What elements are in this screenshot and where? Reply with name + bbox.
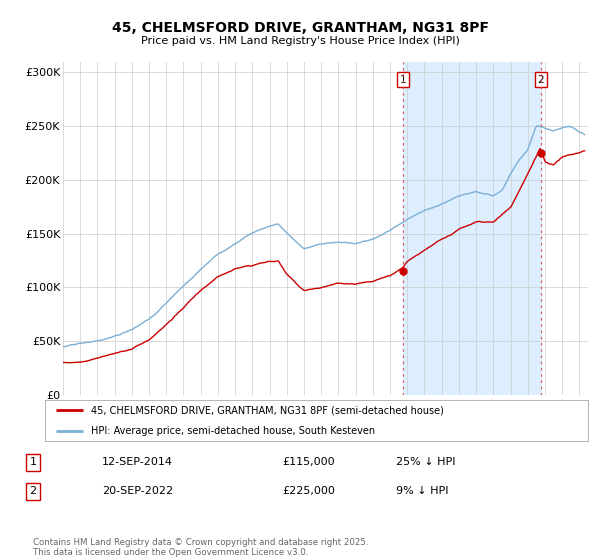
Text: 1: 1: [29, 458, 37, 468]
Text: 2: 2: [538, 75, 544, 85]
Text: Contains HM Land Registry data © Crown copyright and database right 2025.
This d: Contains HM Land Registry data © Crown c…: [33, 538, 368, 557]
Text: £225,000: £225,000: [282, 487, 335, 496]
Text: £115,000: £115,000: [282, 458, 335, 468]
Text: 45, CHELMSFORD DRIVE, GRANTHAM, NG31 8PF: 45, CHELMSFORD DRIVE, GRANTHAM, NG31 8PF: [112, 21, 488, 35]
Text: 25% ↓ HPI: 25% ↓ HPI: [396, 458, 455, 468]
Text: 20-SEP-2022: 20-SEP-2022: [102, 487, 173, 496]
Text: 9% ↓ HPI: 9% ↓ HPI: [396, 487, 449, 496]
Text: Price paid vs. HM Land Registry's House Price Index (HPI): Price paid vs. HM Land Registry's House …: [140, 36, 460, 46]
Text: 45, CHELMSFORD DRIVE, GRANTHAM, NG31 8PF (semi-detached house): 45, CHELMSFORD DRIVE, GRANTHAM, NG31 8PF…: [91, 405, 444, 416]
Text: 2: 2: [29, 487, 37, 496]
Text: 1: 1: [400, 75, 406, 85]
Text: HPI: Average price, semi-detached house, South Kesteven: HPI: Average price, semi-detached house,…: [91, 426, 375, 436]
Text: 12-SEP-2014: 12-SEP-2014: [102, 458, 173, 468]
Bar: [403, 62, 541, 395]
